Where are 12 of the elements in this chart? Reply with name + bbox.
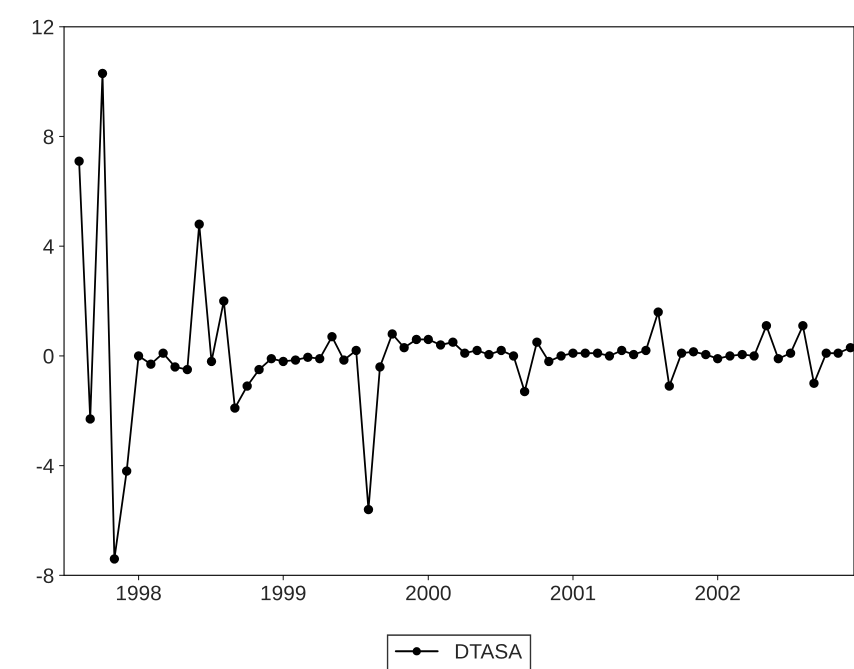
x-tick-label: 2001 <box>550 586 596 600</box>
y-tick-label: -8 <box>36 568 54 584</box>
y-tick-label: 12 <box>32 20 54 34</box>
x-tick-label: 2000 <box>406 586 451 600</box>
y-tick-label: 8 <box>44 129 54 144</box>
x-tick-label: 2002 <box>696 586 740 600</box>
legend-label: DTASA <box>456 644 522 659</box>
x-tick-label: 1998 <box>116 586 161 600</box>
y-tick-label: -4 <box>36 458 54 474</box>
y-tick-label: 0 <box>44 348 54 364</box>
x-tick-label: 1999 <box>262 586 306 600</box>
y-tick-label: 4 <box>43 239 54 254</box>
